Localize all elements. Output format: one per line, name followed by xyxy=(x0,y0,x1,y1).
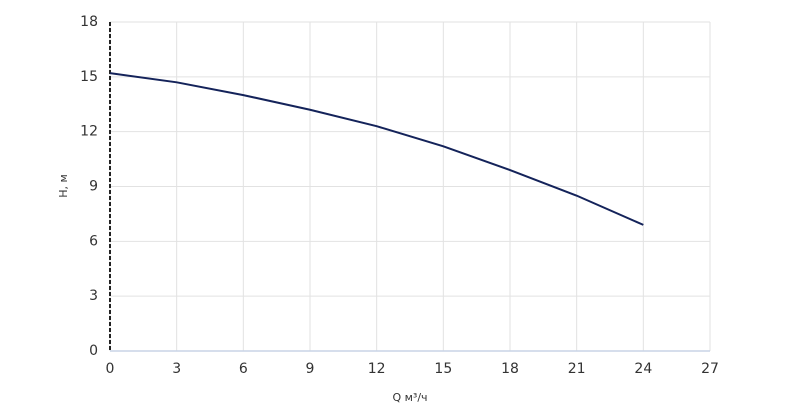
y-tick-label: 0 xyxy=(89,343,98,359)
x-tick-label: 27 xyxy=(701,361,719,377)
x-tick-label: 15 xyxy=(434,361,452,377)
x-tick-label: 12 xyxy=(368,361,386,377)
x-axis-title: Q м³/ч xyxy=(392,391,427,404)
x-tick-label: 21 xyxy=(568,361,586,377)
x-tick-label: 24 xyxy=(634,361,652,377)
y-tick-label: 3 xyxy=(89,288,98,304)
x-tick-label: 9 xyxy=(306,361,315,377)
y-tick-label: 9 xyxy=(89,179,98,195)
y-tick-label: 18 xyxy=(80,14,98,30)
x-tick-label: 0 xyxy=(106,361,115,377)
y-tick-label: 6 xyxy=(89,233,98,249)
x-tick-label: 18 xyxy=(501,361,519,377)
x-tick-label: 6 xyxy=(239,361,248,377)
y-axis-title: H, м xyxy=(57,174,70,198)
x-tick-label: 3 xyxy=(172,361,181,377)
curve xyxy=(109,72,644,226)
y-tick-label: 15 xyxy=(80,69,98,85)
y-tick-label: 12 xyxy=(80,124,98,140)
